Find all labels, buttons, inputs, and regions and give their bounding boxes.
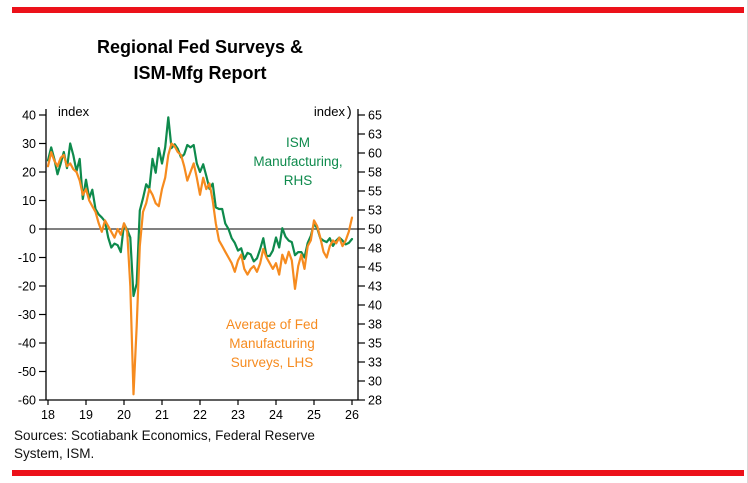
fed-surveys-line — [46, 142, 354, 396]
ism-annotation-line3: RHS — [283, 173, 313, 188]
right-axis-tick-label: 43 — [368, 280, 382, 294]
right-axis-tick-label: 45 — [368, 261, 382, 275]
right-axis-tick-label: 35 — [368, 337, 382, 351]
right-axis-tick-label: 28 — [368, 394, 382, 408]
chart-title-line2: ISM-Mfg Report — [133, 63, 267, 83]
left-axis-unit-label: index — [58, 104, 90, 119]
ism-series-annotation: ISM Manufacturing, RHS — [237, 133, 359, 190]
chart-title: Regional Fed Surveys & ISM-Mfg Report — [30, 34, 370, 86]
top-accent-rule — [12, 7, 744, 13]
x-axis-tick-label: 19 — [79, 408, 93, 422]
sources-line1: Sources: Scotiabank Economics, Federal R… — [14, 428, 315, 443]
left-axis-tick-label: 20 — [22, 166, 36, 180]
left-axis-tick-label: -50 — [18, 365, 36, 379]
sources-line2: System, ISM. — [14, 446, 95, 461]
fed-annotation-line3: Surveys, LHS — [230, 355, 314, 370]
x-axis-tick-label: 21 — [155, 408, 169, 422]
x-axis-tick-label: 24 — [269, 408, 283, 422]
right-axis-tick-label: 38 — [368, 318, 382, 332]
left-axis-tick-label: -60 — [18, 394, 36, 408]
x-axis-tick-label: 25 — [307, 408, 321, 422]
left-axis-tick-label: -10 — [18, 251, 36, 265]
bottom-accent-rule — [12, 470, 744, 476]
left-axis-tick-label: 0 — [29, 223, 36, 237]
left-axis-tick-label: 10 — [22, 194, 36, 208]
ism-annotation-line2: Manufacturing, — [253, 154, 343, 169]
fed-annotation-line1: Average of Fed — [225, 317, 319, 332]
right-axis-tick-label: 48 — [368, 242, 382, 256]
right-axis-tick-label: 40 — [368, 299, 382, 313]
right-axis-tick-label: 55 — [368, 185, 382, 199]
right-axis-tick-label: 33 — [368, 356, 382, 370]
left-axis-tick-label: 30 — [22, 137, 36, 151]
right-axis-tick-label: 60 — [368, 147, 382, 161]
left-axis-tick-label: 40 — [22, 109, 36, 123]
ism-annotation-line1: ISM — [285, 135, 310, 150]
ism-manufacturing-line — [46, 116, 354, 298]
right-axis-unit-label: index — [313, 104, 345, 119]
left-axis-tick-label: -20 — [18, 280, 36, 294]
left-axis-tick-label: -40 — [18, 337, 36, 351]
x-axis-tick-label: 26 — [345, 408, 359, 422]
left-axis-tick-label: -30 — [18, 308, 36, 322]
right-axis-tick-label: 65 — [368, 109, 382, 123]
fed-annotation-line2: Manufacturing — [229, 336, 315, 351]
right-axis-tick-label: 50 — [368, 223, 382, 237]
fed-series-annotation: Average of Fed Manufacturing Surveys, LH… — [200, 315, 344, 372]
right-axis-tick-label: 63 — [368, 128, 382, 142]
right-axis-tick-label: 53 — [368, 204, 382, 218]
chart-title-line1: Regional Fed Surveys & — [96, 37, 304, 57]
right-axis-tick-label: 30 — [368, 375, 382, 389]
x-axis-tick-label: 23 — [231, 408, 245, 422]
sources-note: Sources: Scotiabank Economics, Federal R… — [14, 427, 315, 463]
x-axis-tick-label: 18 — [41, 408, 55, 422]
right-axis-tick-label: 58 — [368, 166, 382, 180]
x-axis-tick-label: 20 — [117, 408, 131, 422]
x-axis-tick-label: 22 — [193, 408, 207, 422]
right-axis-bracket: ) — [347, 103, 352, 119]
